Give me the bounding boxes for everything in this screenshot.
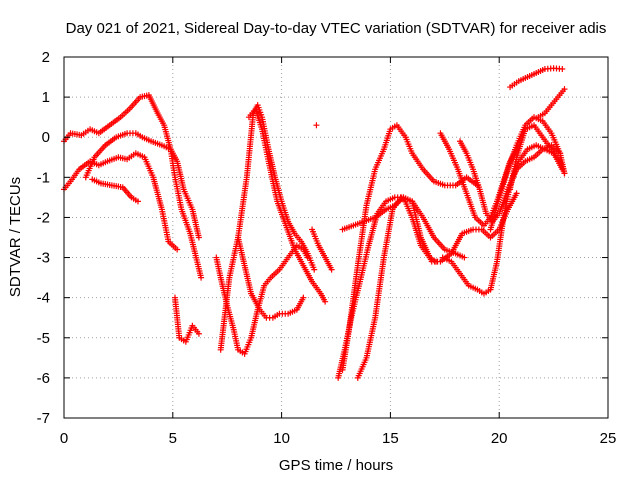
data-point xyxy=(195,330,202,337)
data-series xyxy=(235,234,307,321)
data-point xyxy=(561,86,568,93)
data-series xyxy=(354,190,520,381)
data-series xyxy=(89,176,141,205)
x-tick-label: 15 xyxy=(382,430,399,447)
data-series xyxy=(313,122,320,129)
data-point xyxy=(313,122,320,129)
data-series xyxy=(61,150,181,253)
x-tick-label: 20 xyxy=(491,430,508,447)
data-series xyxy=(439,142,566,297)
x-tick-label: 5 xyxy=(169,430,177,447)
data-point xyxy=(134,198,141,205)
y-tick-label: 1 xyxy=(42,89,50,106)
x-tick-label: 10 xyxy=(273,430,290,447)
y-tick-label: -2 xyxy=(37,209,50,226)
data-point xyxy=(561,170,568,177)
data-series xyxy=(507,122,568,193)
data-series xyxy=(335,194,440,381)
y-tick-label: -5 xyxy=(37,330,50,347)
y-tick-label: -3 xyxy=(37,250,50,267)
data-point xyxy=(311,266,318,273)
data-point xyxy=(174,246,181,253)
y-tick-label: -4 xyxy=(37,290,50,307)
data-point xyxy=(328,266,335,273)
grid-lines xyxy=(64,57,608,418)
x-tick-label: 0 xyxy=(60,430,68,447)
x-axis-label: GPS time / hours xyxy=(279,457,393,474)
data-point xyxy=(461,254,468,261)
y-tick-label: 0 xyxy=(42,129,50,146)
chart-title: Day 021 of 2021, Sidereal Day-to-day VTE… xyxy=(66,20,607,37)
y-tick-label: 2 xyxy=(42,49,50,66)
data-point xyxy=(198,274,205,281)
plot-frame xyxy=(63,56,609,419)
data-series xyxy=(487,114,568,233)
data-series xyxy=(507,65,566,91)
data-point xyxy=(559,66,566,73)
y-tick-label: -1 xyxy=(37,169,50,186)
data-points-layer xyxy=(61,65,568,381)
data-point xyxy=(300,294,307,301)
y-tick-label: -7 xyxy=(37,410,50,427)
data-series xyxy=(171,294,202,345)
data-point xyxy=(195,234,202,241)
x-tick-label: 25 xyxy=(600,430,617,447)
data-series xyxy=(245,106,329,305)
data-series xyxy=(82,130,202,241)
data-series xyxy=(309,226,335,273)
data-series xyxy=(535,86,568,121)
y-axis-label: SDTVAR / TECUs xyxy=(7,177,24,297)
data-series xyxy=(339,122,481,373)
data-point xyxy=(322,298,329,305)
data-point xyxy=(513,190,520,197)
y-tick-label: -6 xyxy=(37,370,50,387)
